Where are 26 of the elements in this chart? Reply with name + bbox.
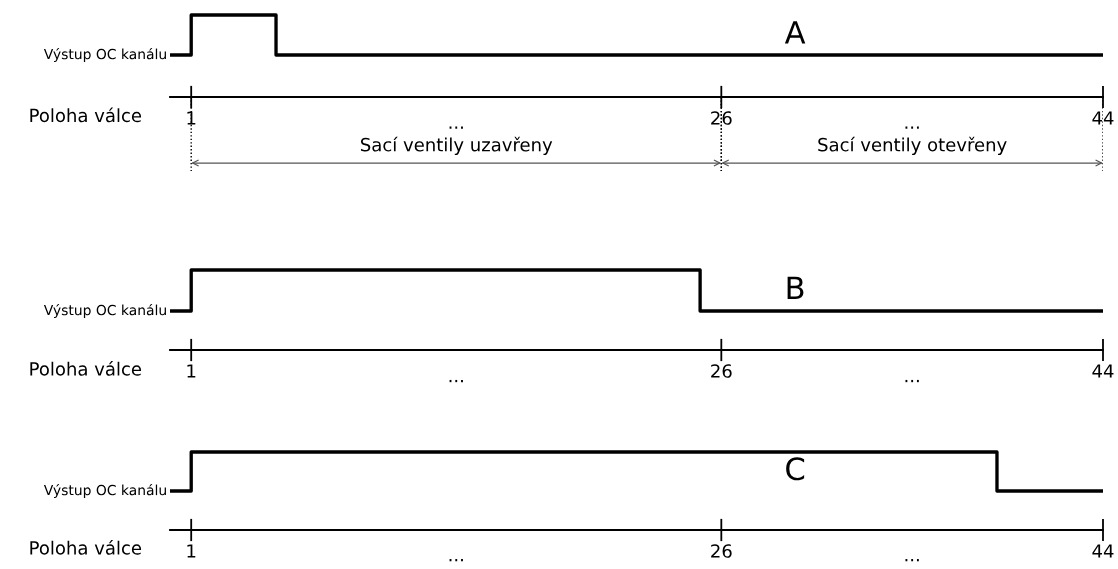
x-tick-label: 26 [711,544,732,558]
text: ... [905,379,919,383]
x-tick-label: 1 [187,111,196,125]
chart-title: C [786,457,805,481]
x-tick-label: 1 [187,364,196,378]
x-tick-label: 44 [1092,364,1114,378]
x-tick-label: 26 [711,111,732,125]
x-tick-label: 1 [187,544,196,558]
x-axis-title: Poloha válce [30,540,142,555]
text: Sací ventily uzavřeny [361,136,553,155]
text: ... [905,126,919,129]
y-axis-title: Výstup OC kanálu [43,304,166,318]
chart-title: A [784,21,806,44]
y-axis-title: Výstup OC kanálu [43,48,166,62]
chart-title: B [787,276,804,299]
text: Sací ventily otevřeny [818,136,1007,155]
x-tick-label: 44 [1092,544,1114,558]
text: ... [905,559,919,562]
text: ... [449,126,463,129]
text: ... [449,379,463,383]
x-tick-label: 26 [711,364,732,378]
text: ... [449,559,463,562]
x-axis-title: Poloha válce [30,361,142,376]
x-axis-title: Poloha válce [30,107,142,123]
x-tick-label: 44 [1092,111,1114,125]
y-axis-title: Výstup OC kanálu [43,484,166,498]
